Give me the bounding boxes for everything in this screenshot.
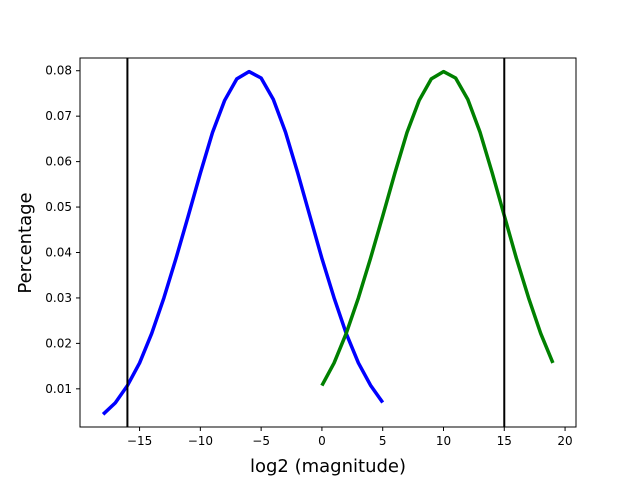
y-tick-label: 0.05 (45, 200, 72, 214)
y-tick-label: 0.01 (45, 382, 72, 396)
y-axis-title: Percentage (15, 192, 36, 293)
series-line-1 (101, 69, 385, 416)
y-tick-label: 0.07 (45, 109, 72, 123)
x-tick-label: 20 (557, 434, 572, 448)
y-tick-label: 0.08 (45, 64, 72, 78)
x-tick-label: 5 (379, 434, 387, 448)
y-tick-label: 0.04 (45, 245, 72, 259)
x-tick-label: 15 (497, 434, 512, 448)
y-tick-label: 0.03 (45, 291, 72, 305)
x-axis-title: log2 (magnitude) (250, 456, 406, 477)
y-tick-label: 0.02 (45, 336, 72, 350)
x-tick-label: 10 (436, 434, 451, 448)
x-tick-label: 0 (318, 434, 326, 448)
y-tick-label: 0.06 (45, 155, 72, 169)
series-line-2 (320, 69, 555, 387)
x-tick-label: −15 (127, 434, 152, 448)
x-tick-label: −5 (252, 434, 270, 448)
plot-area: −15 −10 −5 0 5 10 15 20 0.01 0.02 0.03 0.04 0.05 0.06… (45, 57, 577, 448)
axes-frame (79, 57, 577, 428)
x-tick-label: −10 (188, 434, 213, 448)
